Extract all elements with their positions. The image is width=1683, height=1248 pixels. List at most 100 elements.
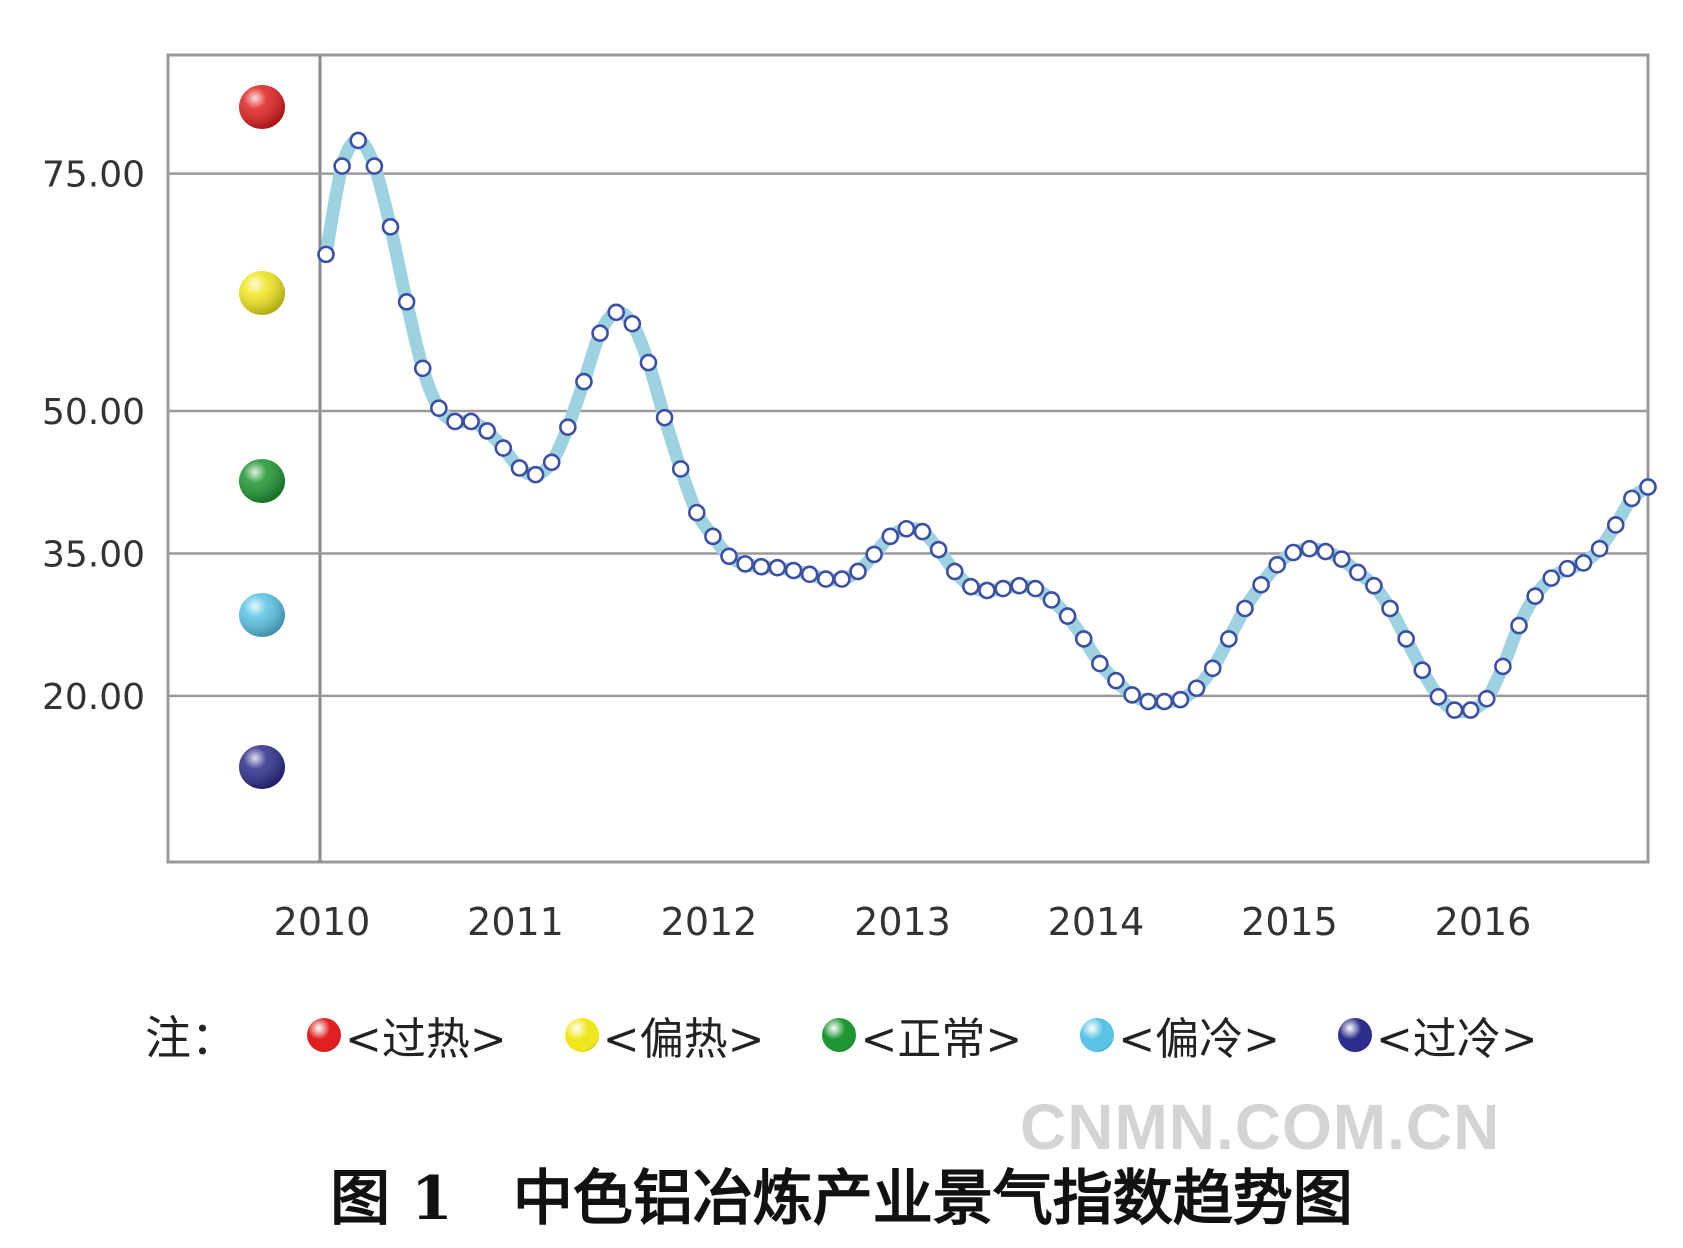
series-line bbox=[319, 133, 1655, 719]
data-point bbox=[1107, 671, 1125, 690]
data-point bbox=[446, 412, 464, 431]
data-point bbox=[897, 519, 916, 538]
x-tick-label: 2013 bbox=[854, 900, 951, 944]
y-tick-label: 35.00 bbox=[42, 534, 145, 575]
data-point bbox=[526, 465, 545, 484]
data-point bbox=[413, 359, 432, 378]
x-tick-label: 2016 bbox=[1435, 900, 1532, 944]
data-point bbox=[1332, 550, 1351, 568]
indicator-ball-icon bbox=[239, 593, 285, 637]
data-point bbox=[1300, 539, 1319, 558]
legend-label: <偏冷> bbox=[1118, 1014, 1280, 1065]
x-axis-tick-labels: 2010 2011 2012 2013 2014 2015 2016 bbox=[274, 900, 1532, 944]
data-point bbox=[1010, 576, 1029, 595]
data-point bbox=[962, 577, 980, 596]
data-point bbox=[816, 570, 835, 588]
data-point bbox=[768, 558, 787, 577]
data-point bbox=[1252, 575, 1270, 594]
data-point bbox=[430, 399, 448, 417]
figure-title: 中色铝冶炼产业景气指数趋势图 bbox=[512, 1164, 1353, 1234]
data-point bbox=[1091, 654, 1109, 673]
data-point bbox=[784, 561, 803, 580]
data-point bbox=[800, 565, 819, 584]
data-point bbox=[688, 503, 706, 522]
data-point bbox=[1171, 690, 1190, 709]
x-tick-label: 2012 bbox=[661, 900, 758, 944]
data-point bbox=[1139, 692, 1158, 711]
data-point bbox=[736, 555, 754, 573]
figure-number: 图 1 bbox=[330, 1164, 453, 1234]
data-point bbox=[655, 408, 674, 427]
data-point bbox=[1413, 661, 1432, 680]
data-point bbox=[1494, 657, 1512, 676]
legend: 注： <过热> <偏热> <正常> <偏冷> <过冷> bbox=[145, 1000, 1645, 1070]
data-point bbox=[462, 412, 480, 431]
data-point bbox=[752, 557, 771, 576]
legend-lightblue-ball-icon bbox=[1080, 1018, 1115, 1052]
data-point bbox=[542, 453, 561, 472]
data-point bbox=[849, 562, 867, 581]
indicator-ball-icon bbox=[239, 745, 285, 789]
data-point bbox=[865, 545, 883, 564]
data-point bbox=[397, 293, 416, 311]
data-point bbox=[1220, 630, 1238, 648]
data-point bbox=[1316, 542, 1335, 561]
data-point bbox=[1510, 616, 1528, 635]
data-point bbox=[1606, 516, 1625, 534]
data-point bbox=[994, 579, 1012, 598]
data-point bbox=[607, 303, 625, 322]
data-point bbox=[1203, 659, 1222, 678]
figure-caption: 图 1 中色铝冶炼产业景气指数趋势图 bbox=[0, 1150, 1683, 1237]
data-point bbox=[1365, 576, 1383, 595]
data-point bbox=[494, 439, 513, 457]
plot-frame bbox=[166, 53, 1650, 864]
legend-green-ball-icon bbox=[822, 1018, 857, 1052]
data-point bbox=[575, 372, 593, 391]
data-point bbox=[1461, 701, 1480, 719]
data-point bbox=[929, 540, 948, 559]
watermark: CNMN.COM.CN bbox=[1020, 1091, 1501, 1163]
indicator-ball-icon bbox=[239, 459, 285, 503]
y-tick-label: 75.00 bbox=[42, 155, 145, 196]
data-point bbox=[1590, 539, 1609, 558]
indicator-ball-icon bbox=[239, 271, 285, 315]
data-point bbox=[559, 418, 577, 436]
data-point bbox=[1445, 701, 1464, 719]
data-point bbox=[1623, 489, 1641, 508]
legend-item-overcool: <过冷> bbox=[1337, 1003, 1538, 1067]
data-point bbox=[333, 157, 351, 175]
data-point bbox=[381, 218, 400, 236]
data-point bbox=[978, 581, 996, 600]
y-axis-tick-labels: 75.00 50.00 35.00 20.00 bbox=[42, 155, 145, 718]
legend-navy-ball-icon bbox=[1337, 1018, 1372, 1052]
data-point bbox=[623, 314, 642, 333]
data-point bbox=[913, 522, 932, 541]
data-point bbox=[1526, 587, 1544, 605]
data-point bbox=[317, 245, 335, 264]
data-point bbox=[510, 459, 529, 477]
gridlines bbox=[168, 172, 1648, 698]
legend-yellow-ball-icon bbox=[564, 1018, 599, 1052]
data-point bbox=[591, 324, 609, 342]
data-point bbox=[1236, 599, 1254, 618]
data-point bbox=[639, 353, 658, 372]
data-point bbox=[1542, 569, 1561, 587]
data-point bbox=[1574, 554, 1593, 572]
y-tick-label: 50.00 bbox=[42, 392, 145, 433]
data-point bbox=[1058, 607, 1077, 625]
data-point bbox=[1349, 563, 1367, 582]
legend-label: <偏热> bbox=[602, 1014, 765, 1065]
data-point bbox=[365, 157, 384, 175]
data-point bbox=[1155, 692, 1174, 711]
legend-item-cool: <偏冷> bbox=[1080, 1003, 1280, 1067]
data-point bbox=[1639, 478, 1657, 496]
data-point bbox=[1284, 543, 1303, 562]
legend-item-warm: <偏热> bbox=[564, 1003, 765, 1067]
data-point bbox=[1558, 559, 1577, 578]
frame-border bbox=[166, 53, 1650, 864]
data-point bbox=[1397, 630, 1415, 648]
data-point bbox=[881, 527, 900, 546]
legend-label: <过热> bbox=[345, 1014, 507, 1065]
data-point bbox=[1381, 599, 1399, 618]
